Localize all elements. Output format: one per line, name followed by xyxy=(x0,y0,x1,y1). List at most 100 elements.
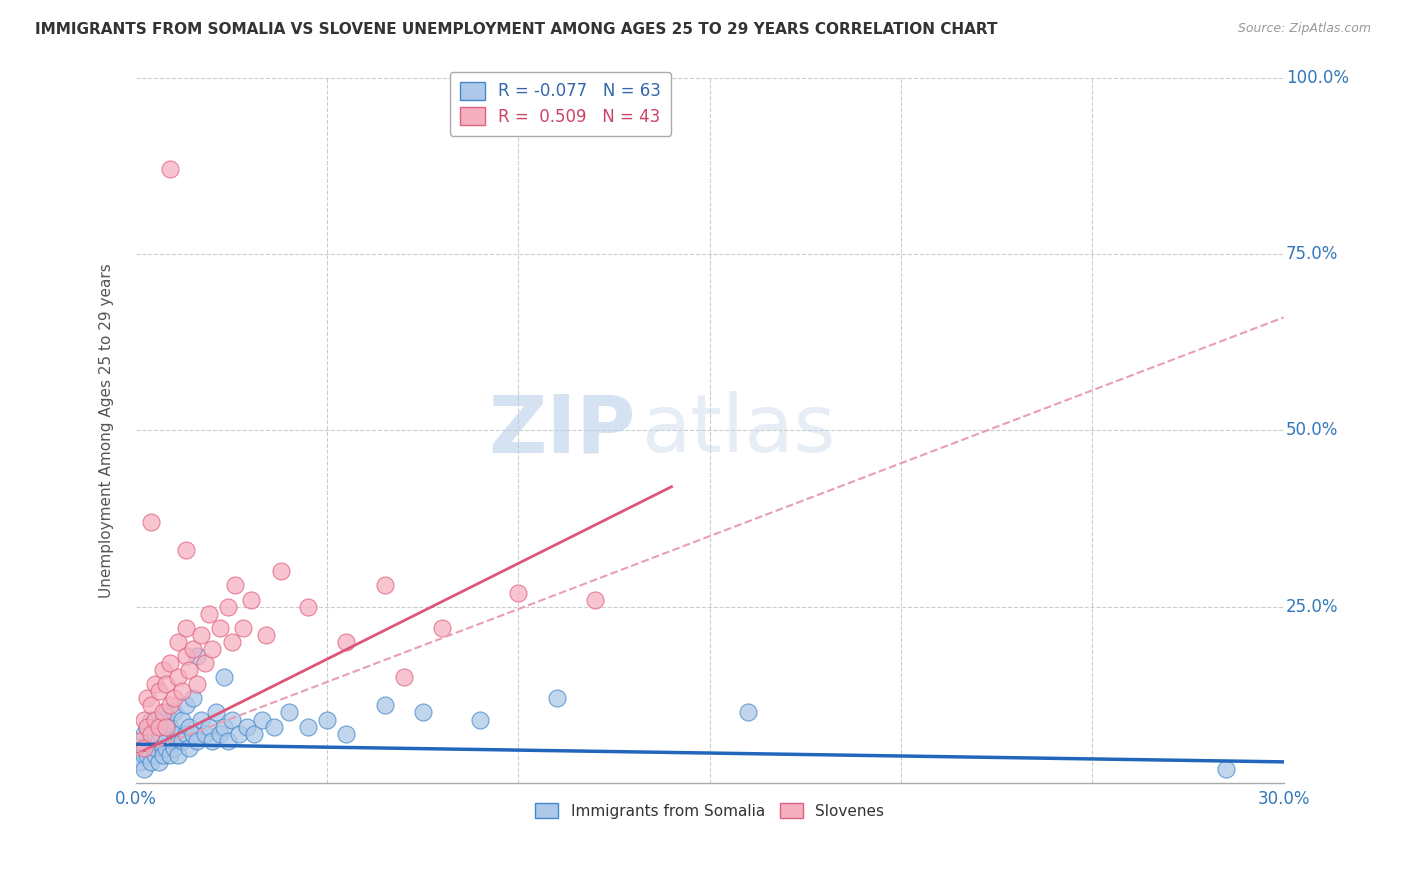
Point xyxy=(141,726,163,740)
Point xyxy=(194,726,217,740)
Point xyxy=(335,726,357,740)
Point xyxy=(297,599,319,614)
Point xyxy=(179,720,201,734)
Point xyxy=(174,698,197,713)
Point xyxy=(170,713,193,727)
Point xyxy=(224,578,246,592)
Point xyxy=(163,706,186,720)
Point xyxy=(470,713,492,727)
Point xyxy=(174,726,197,740)
Point xyxy=(143,747,166,762)
Point xyxy=(159,162,181,177)
Point xyxy=(181,726,204,740)
Point xyxy=(148,684,170,698)
Point xyxy=(143,677,166,691)
Point xyxy=(132,762,155,776)
Point xyxy=(181,642,204,657)
Point xyxy=(228,726,250,740)
Point xyxy=(132,713,155,727)
Point xyxy=(209,621,232,635)
Point xyxy=(148,755,170,769)
Text: 25.0%: 25.0% xyxy=(1286,598,1339,615)
Point xyxy=(236,720,259,734)
Point xyxy=(159,747,181,762)
Point xyxy=(254,628,277,642)
Point xyxy=(174,648,197,663)
Point xyxy=(201,733,224,747)
Point xyxy=(546,691,568,706)
Point xyxy=(141,733,163,747)
Point xyxy=(148,733,170,747)
Point xyxy=(190,628,212,642)
Point xyxy=(737,706,759,720)
Point xyxy=(167,670,190,684)
Point xyxy=(221,713,243,727)
Point xyxy=(143,726,166,740)
Point xyxy=(152,747,174,762)
Point xyxy=(159,656,181,670)
Point xyxy=(186,733,208,747)
Text: IMMIGRANTS FROM SOMALIA VS SLOVENE UNEMPLOYMENT AMONG AGES 25 TO 29 YEARS CORREL: IMMIGRANTS FROM SOMALIA VS SLOVENE UNEMP… xyxy=(35,22,998,37)
Point xyxy=(159,720,181,734)
Point xyxy=(209,726,232,740)
Point xyxy=(243,726,266,740)
Point xyxy=(128,733,150,747)
Point xyxy=(152,713,174,727)
Point xyxy=(152,663,174,677)
Point xyxy=(201,642,224,657)
Point xyxy=(181,691,204,706)
Point xyxy=(583,592,606,607)
Point xyxy=(270,565,292,579)
Text: 50.0%: 50.0% xyxy=(1286,421,1339,439)
Point xyxy=(174,543,197,558)
Point xyxy=(212,670,235,684)
Point xyxy=(430,621,453,635)
Point xyxy=(374,698,396,713)
Point xyxy=(250,713,273,727)
Point xyxy=(221,635,243,649)
Y-axis label: Unemployment Among Ages 25 to 29 years: Unemployment Among Ages 25 to 29 years xyxy=(100,263,114,598)
Point xyxy=(159,698,181,713)
Point xyxy=(132,726,155,740)
Point xyxy=(155,740,177,755)
Point xyxy=(163,691,186,706)
Point xyxy=(167,726,190,740)
Point xyxy=(297,720,319,734)
Point xyxy=(1215,762,1237,776)
Point xyxy=(217,599,239,614)
Point xyxy=(263,720,285,734)
Point xyxy=(143,713,166,727)
Point xyxy=(167,635,190,649)
Point xyxy=(170,684,193,698)
Point xyxy=(179,663,201,677)
Point xyxy=(141,755,163,769)
Point xyxy=(141,698,163,713)
Point xyxy=(143,740,166,755)
Point xyxy=(132,747,155,762)
Point xyxy=(508,585,530,599)
Point xyxy=(141,515,163,529)
Point xyxy=(148,720,170,734)
Text: 75.0%: 75.0% xyxy=(1286,245,1339,263)
Point xyxy=(392,670,415,684)
Point xyxy=(232,621,254,635)
Point xyxy=(205,706,228,720)
Point xyxy=(132,740,155,755)
Point xyxy=(190,713,212,727)
Point xyxy=(174,621,197,635)
Point xyxy=(316,713,339,727)
Point xyxy=(186,677,208,691)
Point xyxy=(152,706,174,720)
Point xyxy=(152,740,174,755)
Point xyxy=(374,578,396,592)
Point xyxy=(167,747,190,762)
Text: Source: ZipAtlas.com: Source: ZipAtlas.com xyxy=(1237,22,1371,36)
Point xyxy=(217,733,239,747)
Legend: Immigrants from Somalia, Slovenes: Immigrants from Somalia, Slovenes xyxy=(529,797,890,825)
Point xyxy=(136,720,159,734)
Point xyxy=(179,740,201,755)
Point xyxy=(239,592,262,607)
Point xyxy=(136,740,159,755)
Text: 100.0%: 100.0% xyxy=(1286,69,1348,87)
Point xyxy=(155,706,177,720)
